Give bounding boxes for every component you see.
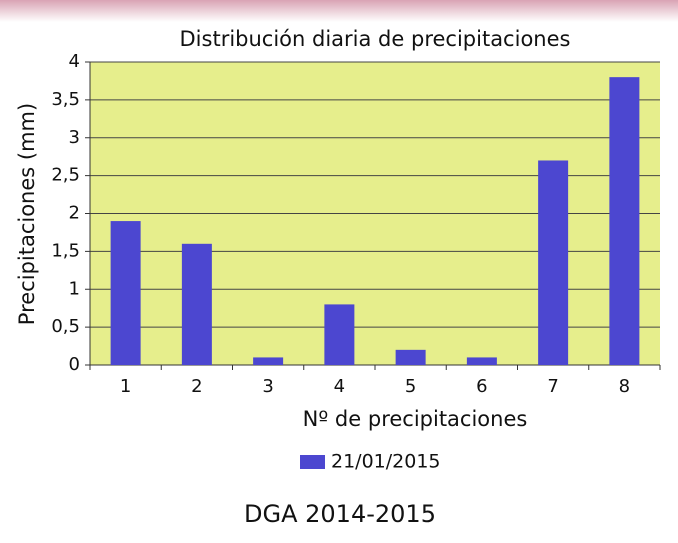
bar (253, 357, 283, 365)
legend-swatch (300, 455, 325, 469)
source-caption: DGA 2014-2015 (244, 500, 436, 528)
bar (182, 244, 212, 365)
bar (324, 304, 354, 365)
header-strip (0, 0, 678, 22)
x-tick-label: 7 (547, 376, 558, 397)
x-tick-label: 1 (120, 376, 131, 397)
bar (538, 160, 568, 365)
x-tick-label: 5 (405, 376, 416, 397)
y-tick-label: 2,5 (51, 165, 80, 186)
y-tick-label: 2 (69, 203, 80, 224)
x-tick-label: 4 (334, 376, 345, 397)
y-tick-label: 0,5 (51, 316, 80, 337)
legend-label: 21/01/2015 (331, 451, 441, 473)
y-tick-label: 3 (69, 127, 80, 148)
x-axis-label: Nº de precipitaciones (303, 407, 528, 431)
y-tick-label: 3,5 (51, 89, 80, 110)
x-tick-label: 3 (262, 376, 273, 397)
bar (467, 357, 497, 365)
bar (609, 77, 639, 365)
chart-title: Distribución diaria de precipitaciones (180, 27, 571, 51)
bar (111, 221, 141, 365)
y-tick-label: 1 (69, 278, 80, 299)
x-tick-label: 8 (619, 376, 630, 397)
y-axis-label: Precipitaciones (mm) (15, 103, 39, 325)
x-tick-label: 6 (476, 376, 487, 397)
x-tick-label: 2 (191, 376, 202, 397)
y-tick-label: 1,5 (51, 240, 80, 261)
y-tick-label: 0 (69, 354, 80, 375)
y-tick-label: 4 (69, 51, 80, 72)
bar (396, 350, 426, 365)
chart: Distribución diaria de precipitaciones N… (0, 0, 678, 539)
